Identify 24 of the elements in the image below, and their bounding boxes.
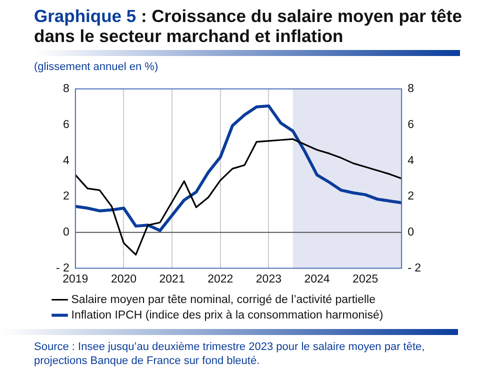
x-tick-label: 2024 (304, 273, 330, 286)
source-note: Source : Insee jusqu’au deuxième trimestre 2023 pour le salaire moyen par tête, projections Banque de France sur fond bleuté. (34, 340, 426, 368)
chart-title: Graphique 5 : Croissance du salaire moyen par tête dans le secteur marchand et inflation (34, 6, 463, 46)
x-tick-label: 2023 (256, 273, 282, 286)
x-tick-label: 2025 (352, 273, 378, 286)
y-axis-title: (glissement annuel en %) (34, 61, 158, 73)
y2-tick-label: - 2 (408, 262, 421, 274)
y2-tick-label: 4 (408, 154, 415, 167)
y2-tick-label: 2 (408, 190, 414, 203)
y2-tick-label: 8 (408, 83, 414, 96)
x-tick-label: 2022 (208, 273, 234, 286)
y-tick-label: 4 (63, 154, 70, 167)
y2-tick-label: 6 (408, 118, 414, 131)
y-tick-label: 0 (63, 226, 70, 239)
y-tick-label: 6 (63, 118, 70, 131)
y-tick-label: 8 (63, 83, 70, 96)
legend-label: Salaire moyen par tête nominal, corrigé de l’activité partielle (71, 294, 376, 306)
x-tick-label: 2021 (159, 273, 185, 286)
y-tick-label: - 2 (56, 262, 70, 274)
x-tick-label: 2020 (110, 273, 137, 286)
y-tick-label: 2 (63, 190, 70, 203)
x-tick-label: 2019 (62, 273, 88, 286)
y2-tick-label: 0 (408, 226, 414, 239)
legend-label: Inflation IPCH (indice des prix à la consommation harmonisé) (71, 309, 384, 322)
